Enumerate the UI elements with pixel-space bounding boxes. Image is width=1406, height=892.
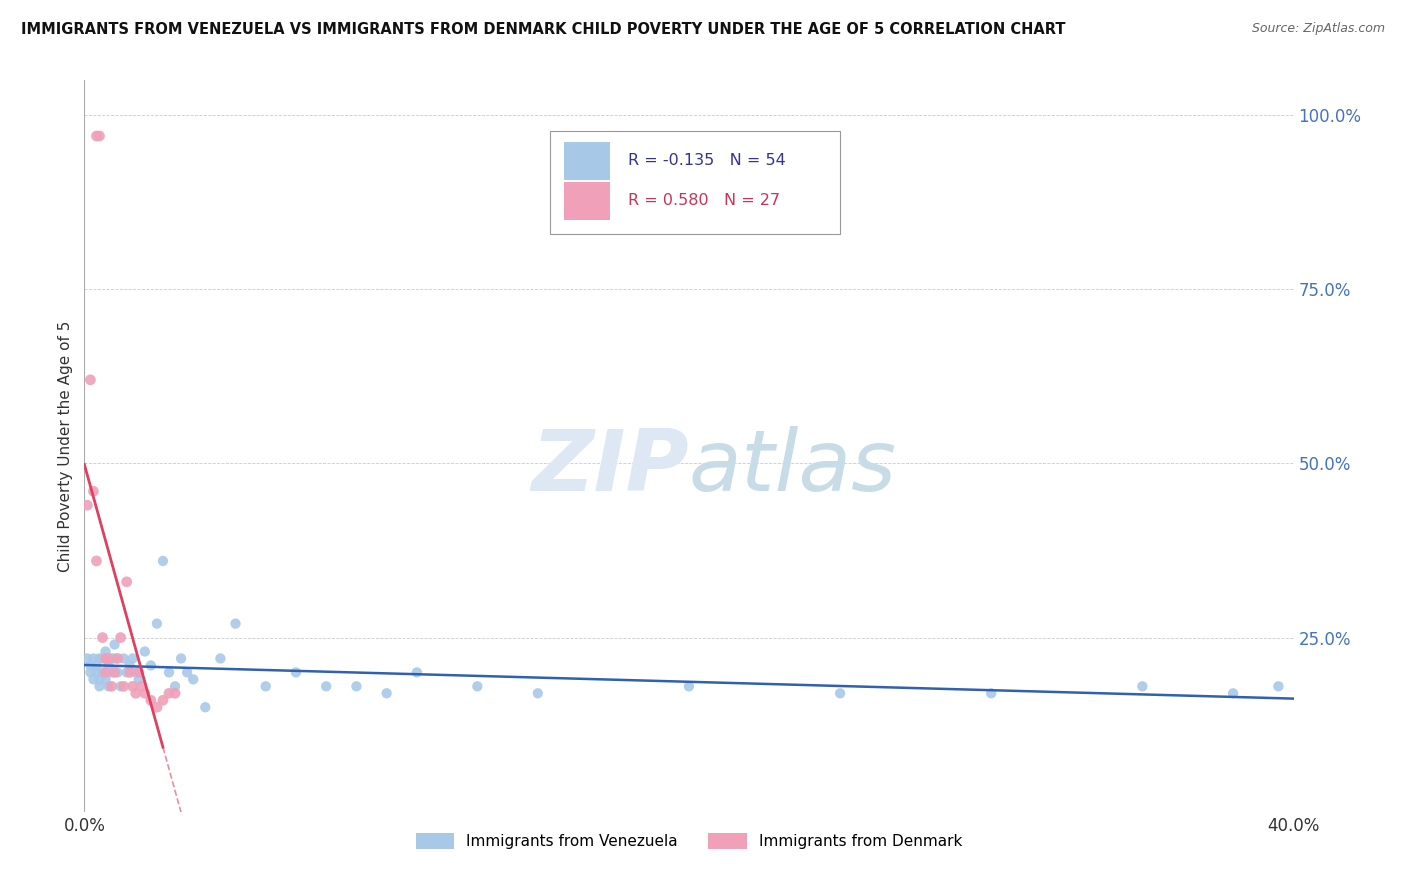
Point (107, 651, 129, 665)
Point (980, 686, 1002, 700)
Text: atlas: atlas (689, 426, 897, 509)
Point (121, 679, 143, 693)
Point (79, 373, 101, 387)
Point (115, 574, 138, 589)
Point (134, 686, 156, 700)
Point (86, 128, 108, 143)
Point (97, 651, 120, 665)
Point (86, 665, 108, 680)
Point (285, 665, 308, 680)
Point (146, 700, 169, 714)
Point (79, 665, 101, 680)
Point (89, 679, 111, 693)
Point (131, 679, 153, 693)
Point (104, 665, 127, 680)
Point (157, 686, 180, 700)
Point (97, 679, 120, 693)
Point (91, 651, 114, 665)
Point (375, 686, 398, 700)
Point (76, 498, 98, 512)
Point (82, 651, 104, 665)
Legend: Immigrants from Venezuela, Immigrants from Denmark: Immigrants from Venezuela, Immigrants fr… (409, 827, 969, 855)
Point (1222, 686, 1244, 700)
Point (100, 665, 122, 680)
Text: R = -0.135   N = 54: R = -0.135 N = 54 (628, 153, 786, 169)
FancyBboxPatch shape (550, 131, 841, 234)
Point (467, 679, 489, 693)
Point (139, 658, 162, 673)
Point (194, 700, 217, 714)
Point (830, 686, 852, 700)
Point (146, 616, 169, 631)
Point (165, 679, 187, 693)
Point (104, 638, 127, 652)
Point (94, 665, 117, 680)
Point (121, 651, 143, 665)
Point (97, 658, 120, 673)
Point (115, 665, 138, 680)
Point (100, 679, 122, 693)
Point (86, 658, 108, 673)
Point (91, 665, 114, 680)
Point (89, 128, 111, 143)
Point (112, 679, 135, 693)
Text: IMMIGRANTS FROM VENEZUELA VS IMMIGRANTS FROM DENMARK CHILD POVERTY UNDER THE AGE: IMMIGRANTS FROM VENEZUELA VS IMMIGRANTS … (21, 22, 1066, 37)
Point (346, 679, 368, 693)
Point (76, 651, 98, 665)
Point (181, 673, 204, 687)
Point (527, 686, 550, 700)
Point (100, 651, 122, 665)
Point (225, 616, 247, 631)
Point (118, 658, 141, 673)
Point (152, 554, 174, 568)
Point (134, 644, 156, 658)
Point (209, 651, 232, 665)
Text: ZIP: ZIP (531, 426, 689, 509)
FancyBboxPatch shape (564, 142, 610, 180)
Point (406, 665, 429, 680)
Point (128, 673, 150, 687)
Point (110, 631, 132, 645)
Text: R = 0.580   N = 27: R = 0.580 N = 27 (628, 194, 780, 209)
Point (91, 631, 114, 645)
Point (82, 673, 104, 687)
Point (152, 693, 174, 707)
Point (94, 644, 117, 658)
Point (94, 651, 117, 665)
Y-axis label: Child Poverty Under the Age of 5: Child Poverty Under the Age of 5 (58, 320, 73, 572)
Point (157, 665, 180, 680)
Point (89, 673, 111, 687)
Point (112, 651, 135, 665)
Point (118, 665, 141, 680)
FancyBboxPatch shape (564, 182, 610, 220)
Point (86, 554, 108, 568)
Point (128, 665, 150, 680)
Point (89, 651, 111, 665)
Point (82, 484, 104, 499)
Point (79, 658, 101, 673)
Point (176, 665, 198, 680)
Point (110, 679, 132, 693)
Point (1267, 679, 1289, 693)
Point (1130, 679, 1153, 693)
Point (104, 651, 127, 665)
Point (107, 665, 129, 680)
Point (125, 665, 148, 680)
Text: Source: ZipAtlas.com: Source: ZipAtlas.com (1251, 22, 1385, 36)
Point (170, 651, 193, 665)
Point (165, 686, 187, 700)
Point (139, 693, 162, 707)
Point (254, 679, 277, 693)
Point (94, 673, 117, 687)
Point (125, 686, 148, 700)
Point (678, 679, 700, 693)
Point (315, 679, 337, 693)
